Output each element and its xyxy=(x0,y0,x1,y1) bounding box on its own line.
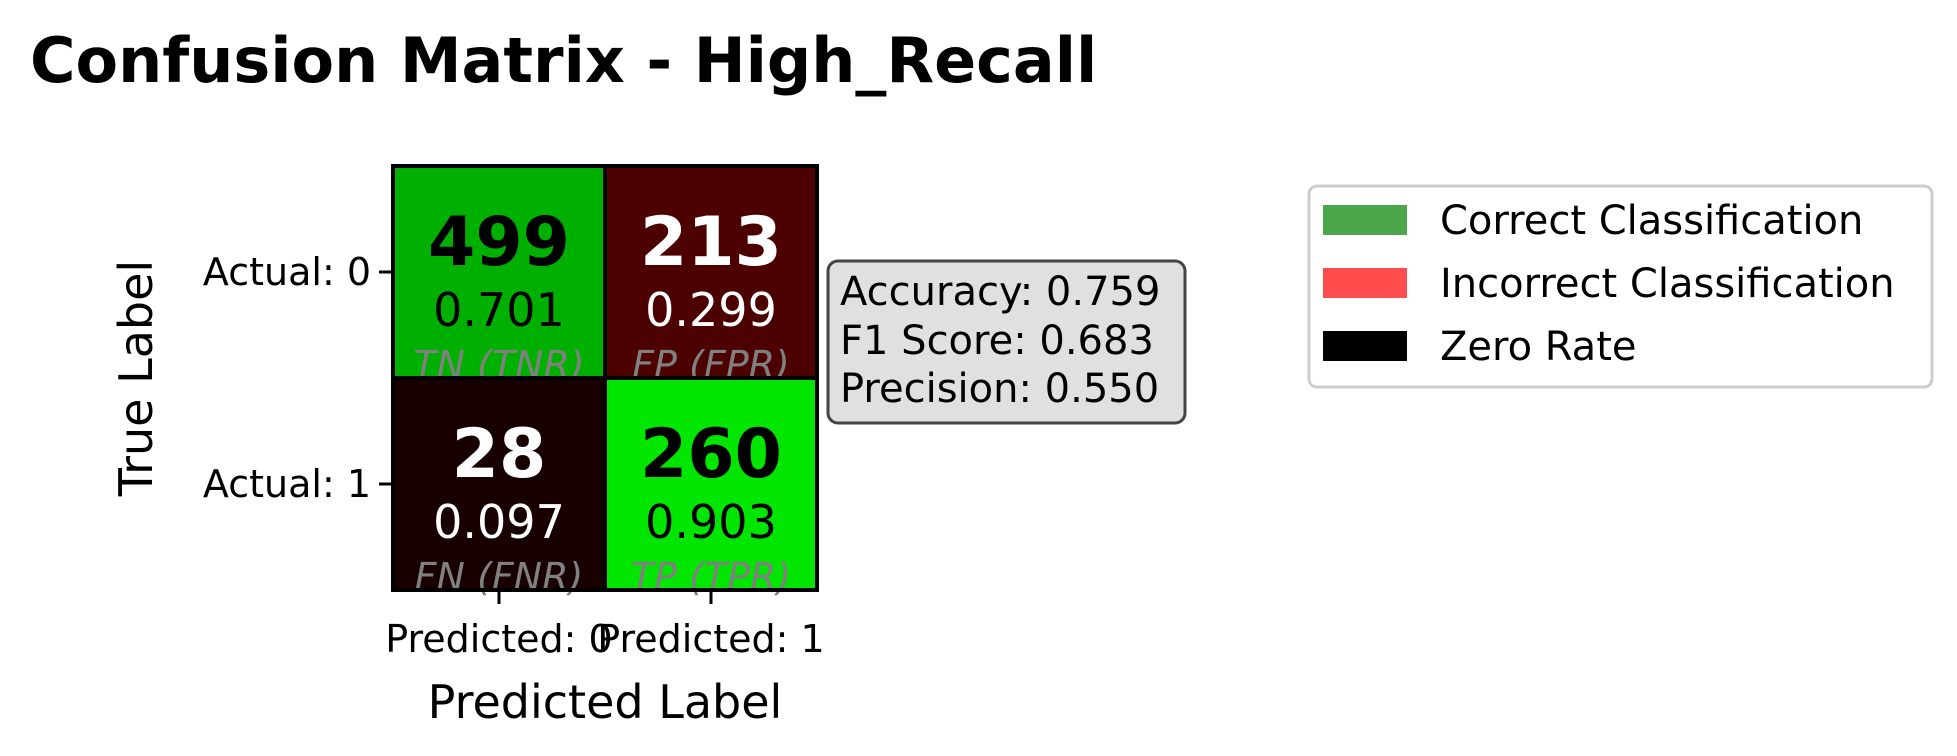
legend-label: Zero Rate xyxy=(1440,324,1636,370)
stats-f1-score: F1 Score: 0.683 xyxy=(840,318,1154,364)
stats-box: Accuracy: 0.759 F1 Score: 0.683 Precisio… xyxy=(826,259,1187,425)
cell-rate: 0.701 xyxy=(433,283,565,337)
stats-box-background xyxy=(826,259,1187,425)
cell-count: 499 xyxy=(428,203,570,282)
cell-fill xyxy=(393,378,605,590)
cell-fill xyxy=(605,166,817,378)
x-tick-label: Predicted: 0 xyxy=(385,617,612,661)
legend-label: Incorrect Classification xyxy=(1440,261,1895,307)
cell-rate: 0.097 xyxy=(433,495,565,549)
legend-item: Zero Rate xyxy=(1323,324,1636,370)
cell-rate: 0.299 xyxy=(645,283,777,337)
y-tick-label: Actual: 1 xyxy=(203,462,371,506)
legend-items: Correct Classification Incorrect Classifi… xyxy=(1323,198,1895,370)
x-axis-label: Predicted Label xyxy=(428,675,783,729)
legend-swatch xyxy=(1323,205,1407,235)
y-axis-ticks: Actual: 0 Actual: 1 xyxy=(203,250,393,506)
legend-swatch xyxy=(1323,331,1407,361)
y-axis-label: True Label xyxy=(109,260,163,497)
legend-item: Incorrect Classification xyxy=(1323,261,1895,307)
legend-label: Correct Classification xyxy=(1440,198,1863,244)
chart-title: Confusion Matrix - High_Recall xyxy=(30,24,1097,97)
legend-item: Correct Classification xyxy=(1323,198,1863,244)
cell-rate: 0.903 xyxy=(645,495,777,549)
cell-count: 213 xyxy=(640,203,782,282)
legend-swatch xyxy=(1323,268,1407,298)
stats-accuracy: Accuracy: 0.759 xyxy=(840,269,1160,315)
matrix-frame xyxy=(391,164,819,592)
legend: Correct Classification Incorrect Classifi… xyxy=(1307,184,1934,389)
cell-count: 28 xyxy=(452,415,547,494)
cell-fill xyxy=(393,166,605,378)
cell-count: 260 xyxy=(640,415,782,494)
cell-fill xyxy=(605,378,817,590)
x-tick-label: Predicted: 1 xyxy=(597,617,824,661)
legend-frame xyxy=(1307,184,1934,389)
y-tick-label: Actual: 0 xyxy=(203,250,371,294)
stats-precision: Precision: 0.550 xyxy=(840,366,1159,412)
